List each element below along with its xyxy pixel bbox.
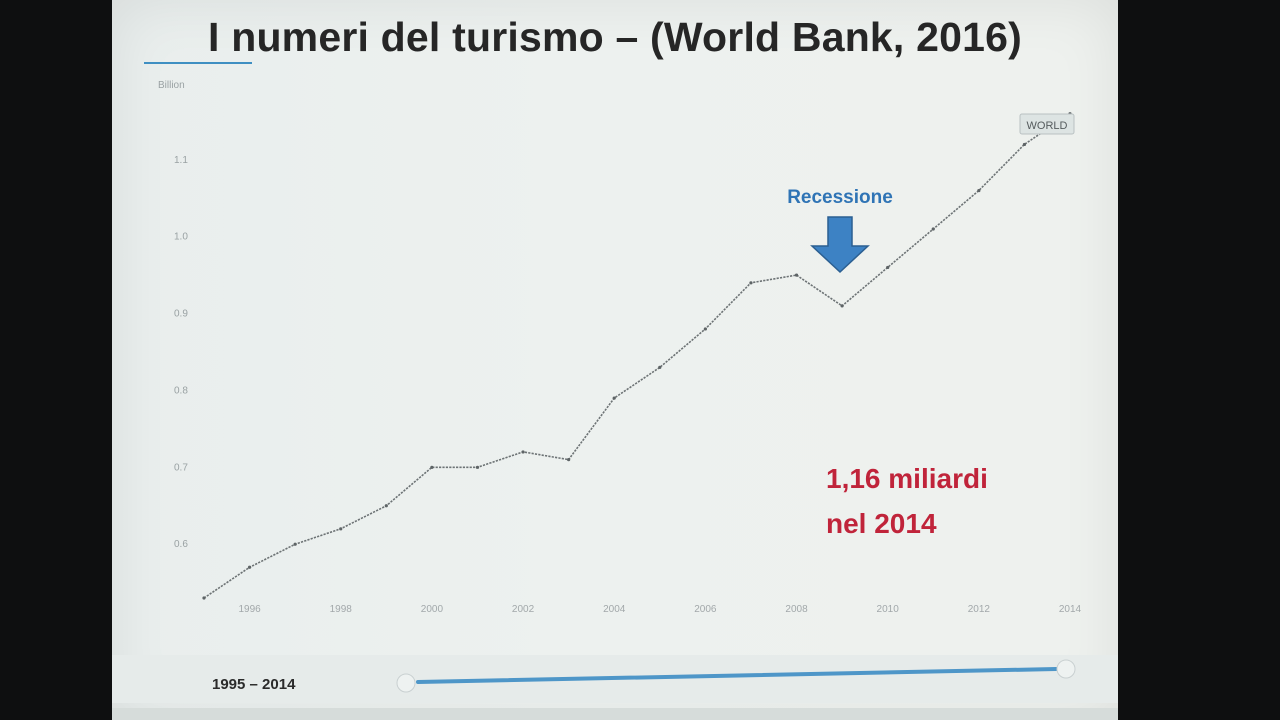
value-annotation-line2: nel 2014 <box>826 508 937 539</box>
data-point[interactable] <box>794 273 799 277</box>
x-tick-label: 2002 <box>512 604 535 615</box>
range-slider-end-handle[interactable] <box>1056 659 1076 679</box>
range-label: 1995 – 2014 <box>212 676 296 693</box>
data-point[interactable] <box>977 188 981 193</box>
x-tick-label: 2010 <box>877 604 900 615</box>
x-tick-label: 2008 <box>785 604 808 615</box>
data-point[interactable] <box>658 365 662 369</box>
data-point[interactable] <box>840 304 844 308</box>
y-tick-label: 0.9 <box>174 309 188 320</box>
value-annotation-line1: 1,16 miliardi <box>826 463 988 494</box>
data-point[interactable] <box>703 327 707 331</box>
data-point[interactable] <box>202 596 206 600</box>
data-point[interactable] <box>931 227 935 231</box>
x-tick-label: 2006 <box>694 604 717 615</box>
y-tick-label: 0.8 <box>174 385 188 396</box>
data-point[interactable] <box>339 527 343 531</box>
series-legend-tag: WORLD <box>1019 113 1075 135</box>
data-point[interactable] <box>384 504 388 508</box>
y-tick-label: 1.0 <box>174 232 188 243</box>
data-point[interactable] <box>612 396 616 400</box>
range-slider-start-handle[interactable] <box>396 673 416 693</box>
data-point[interactable] <box>247 565 252 569</box>
data-point[interactable] <box>293 542 297 546</box>
y-tick-label: 0.6 <box>174 539 188 550</box>
recession-label: Recessione <box>787 187 893 208</box>
x-tick-label: 2000 <box>421 604 444 615</box>
data-point[interactable] <box>521 450 525 454</box>
y-axis-label: Billion <box>158 80 185 91</box>
x-tick-label: 1998 <box>330 604 353 615</box>
y-tick-label: 1.1 <box>174 155 188 166</box>
series-legend-label: WORLD <box>1027 120 1068 132</box>
tourism-line-chart: Billion 0.6 0.7 0.8 0.9 1.0 1.1 1996 1998 2000 2… <box>112 80 1118 703</box>
x-tick-label: 1996 <box>238 604 261 615</box>
recession-arrow-icon <box>810 216 870 274</box>
screen-bottom-bar <box>112 708 1118 720</box>
data-point[interactable] <box>567 458 571 462</box>
data-point[interactable] <box>430 465 434 469</box>
x-tick-label: 2004 <box>603 604 626 615</box>
series-line-world <box>203 113 1071 599</box>
y-tick-label: 0.7 <box>174 462 188 473</box>
range-slider-track[interactable] <box>416 667 1058 684</box>
x-tick-label: 2012 <box>968 604 991 615</box>
data-point[interactable] <box>475 465 480 469</box>
data-point[interactable] <box>749 281 753 285</box>
title-underline <box>144 62 252 64</box>
data-point[interactable] <box>1022 142 1027 147</box>
slide-screen: I numeri del turismo – (World Bank, 2016… <box>112 0 1118 720</box>
data-point[interactable] <box>886 265 890 270</box>
slide-title: I numeri del turismo – (World Bank, 2016… <box>208 14 1022 60</box>
x-tick-label: 2014 <box>1059 604 1082 615</box>
range-slider[interactable] <box>112 655 1118 703</box>
